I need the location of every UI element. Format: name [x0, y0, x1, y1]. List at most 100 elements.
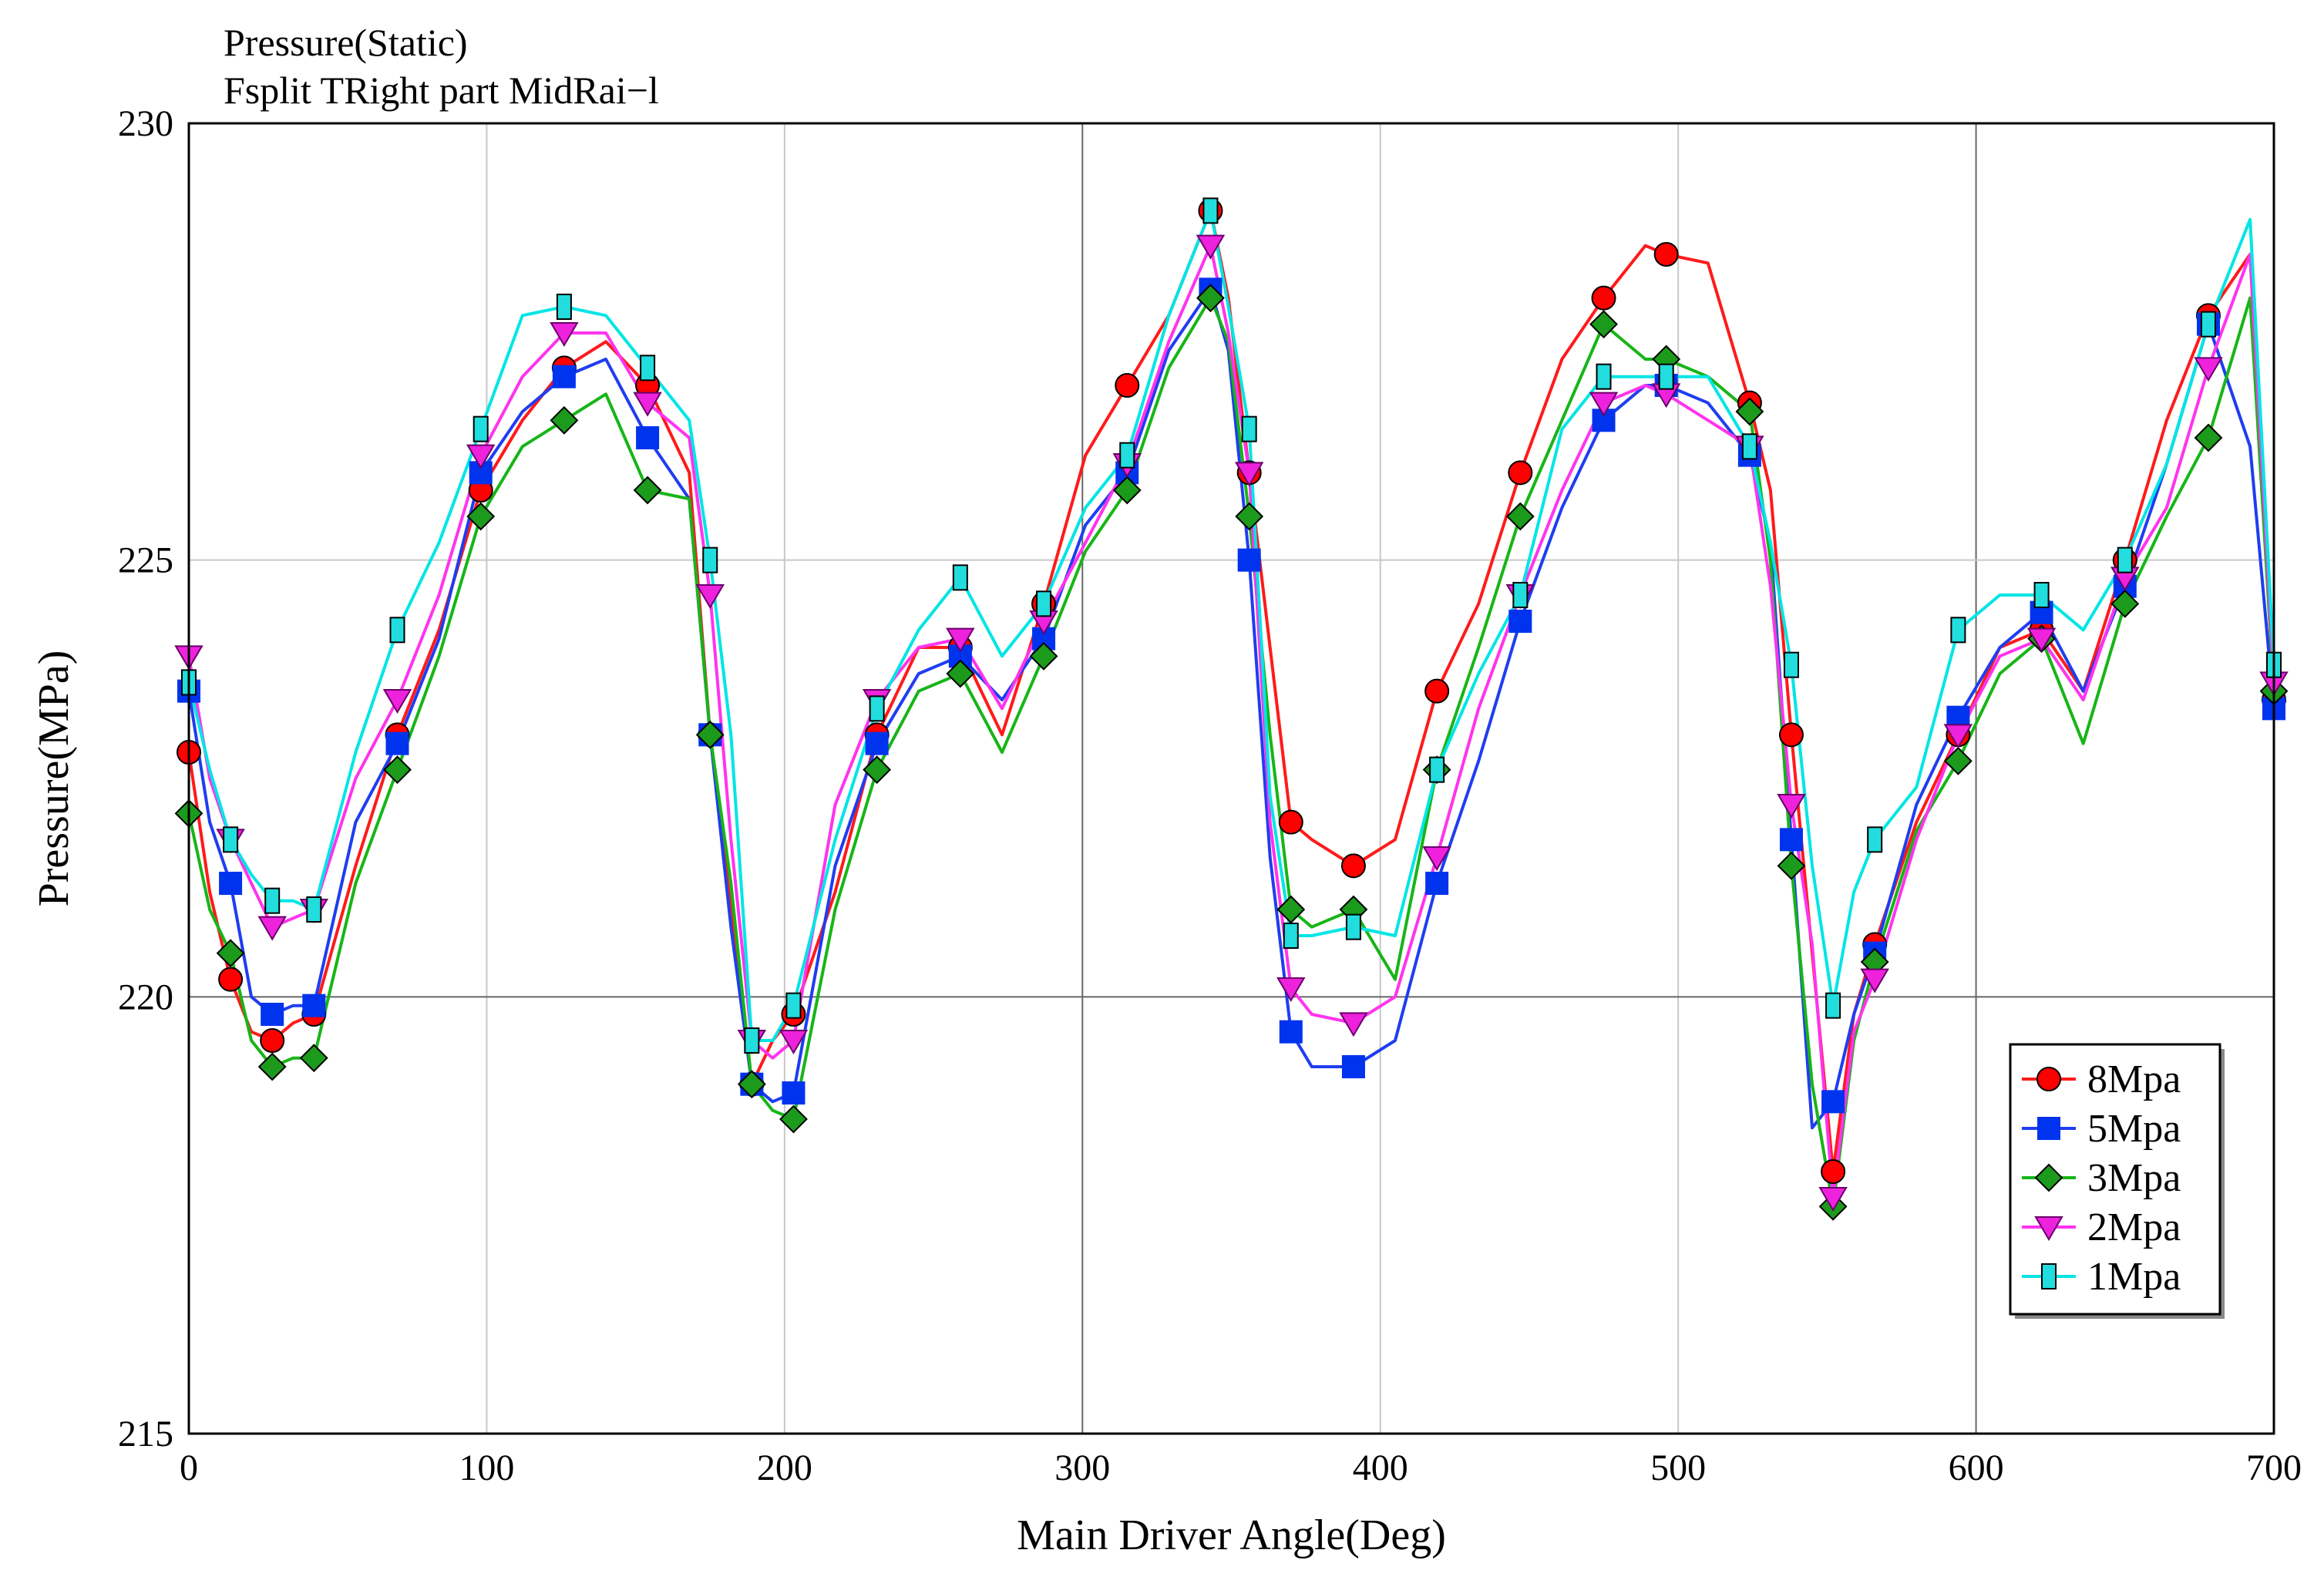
x-tick-label: 0 — [180, 1447, 198, 1488]
data-point-1Mpa — [223, 826, 239, 853]
data-point-3Mpa — [1589, 310, 1618, 339]
data-point-1Mpa — [556, 294, 572, 320]
data-point-3Mpa — [695, 720, 725, 749]
data-point-1Mpa — [785, 992, 802, 1019]
y-tick-label: 220 — [118, 977, 173, 1017]
data-point-2Mpa — [2026, 627, 2057, 653]
data-point-2Mpa — [1589, 392, 1619, 417]
data-point-2Mpa — [1196, 234, 1226, 260]
data-point-5Mpa — [1779, 828, 1803, 852]
data-point-1Mpa — [1741, 433, 1757, 460]
legend-marker-3Mpa — [2034, 1163, 2063, 1192]
data-point-3Mpa — [1112, 476, 1142, 505]
data-point-1Mpa — [1867, 826, 1883, 853]
data-point-3Mpa — [550, 405, 579, 435]
data-point-1Mpa — [1825, 992, 1841, 1019]
legend-label-8Mpa: 8Mpa — [2087, 1057, 2181, 1101]
series-line-2Mpa — [187, 244, 2275, 1199]
data-point-3Mpa — [257, 1052, 287, 1081]
data-point-1Mpa — [702, 546, 718, 573]
data-point-3Mpa — [1505, 502, 1535, 531]
data-point-1Mpa — [744, 1027, 760, 1054]
data-point-8Mpa — [1653, 242, 1679, 267]
data-point-5Mpa — [636, 426, 660, 449]
data-point-1Mpa — [264, 887, 281, 914]
chart-subtitle: Fsplit TRight part MidRai−l — [224, 69, 659, 112]
data-point-3Mpa — [1235, 502, 1264, 531]
data-point-3Mpa — [737, 1070, 766, 1099]
data-point-3Mpa — [1943, 746, 1973, 775]
data-point-3Mpa — [466, 502, 496, 531]
data-point-1Mpa — [1596, 363, 1612, 390]
data-point-2Mpa — [1276, 977, 1306, 1002]
y-tick-label: 230 — [118, 103, 173, 144]
legend-label-3Mpa: 3Mpa — [2087, 1156, 2181, 1200]
data-point-2Mpa — [779, 1030, 809, 1054]
data-point-2Mpa — [1339, 1012, 1368, 1037]
data-point-1Mpa — [1783, 651, 1799, 678]
data-point-2Mpa — [257, 916, 287, 941]
data-point-8Mpa — [1424, 678, 1450, 704]
data-point-1Mpa — [1429, 756, 1445, 783]
data-point-2Mpa — [633, 392, 662, 417]
data-point-3Mpa — [946, 659, 975, 688]
data-point-2Mpa — [1422, 846, 1451, 871]
data-point-8Mpa — [1778, 722, 1804, 748]
data-point-1Mpa — [1512, 582, 1529, 608]
data-point-3Mpa — [1029, 641, 1058, 671]
grid — [189, 123, 2274, 1434]
data-point-3Mpa — [2194, 423, 2223, 452]
chart-title: Pressure(Static) — [224, 21, 468, 64]
data-point-2Mpa — [695, 584, 725, 609]
data-point-5Mpa — [1279, 1020, 1303, 1044]
data-point-5Mpa — [219, 872, 243, 895]
data-point-2Mpa — [946, 627, 975, 653]
data-point-1Mpa — [1036, 590, 1052, 617]
x-tick-label: 500 — [1650, 1447, 1706, 1488]
data-point-2Mpa — [1860, 968, 1889, 994]
data-point-1Mpa — [869, 695, 885, 722]
data-point-8Mpa — [1278, 809, 1303, 835]
x-tick-label: 700 — [2246, 1447, 2302, 1488]
legend: 8Mpa 5Mpa 3Mpa 2Mpa 1Mpa — [2009, 1043, 2225, 1319]
legend-marker-5Mpa — [2037, 1117, 2060, 1140]
x-axis-label: Main Driver Angle(Deg) — [1017, 1511, 1446, 1559]
data-point-2Mpa — [382, 689, 412, 714]
data-point-3Mpa — [779, 1105, 808, 1134]
data-point-1Mpa — [1345, 913, 1361, 940]
legend-label-1Mpa: 1Mpa — [2087, 1255, 2181, 1299]
data-point-2Mpa — [550, 322, 579, 347]
data-point-5Mpa — [302, 994, 326, 1017]
data-point-1Mpa — [1950, 617, 1966, 644]
x-tick-label: 400 — [1353, 1447, 1408, 1488]
data-point-3Mpa — [1196, 284, 1225, 313]
data-point-2Mpa — [1234, 462, 1264, 487]
data-point-1Mpa — [1119, 442, 1135, 469]
data-point-3Mpa — [1735, 397, 1764, 426]
data-point-5Mpa — [261, 1003, 284, 1026]
data-point-8Mpa — [1508, 460, 1533, 486]
data-point-1Mpa — [1283, 923, 1299, 949]
data-point-1Mpa — [1658, 363, 1674, 390]
data-point-8Mpa — [1591, 285, 1616, 311]
data-point-3Mpa — [633, 476, 662, 505]
data-point-1Mpa — [952, 564, 968, 591]
data-point-3Mpa — [383, 755, 412, 785]
data-point-1Mpa — [389, 617, 405, 644]
data-point-3Mpa — [299, 1044, 328, 1073]
x-tick-label: 600 — [1949, 1447, 2004, 1488]
x-tick-label: 300 — [1054, 1447, 1110, 1488]
plot-frame — [187, 122, 2275, 1435]
y-tick-label: 225 — [118, 540, 173, 581]
data-point-1Mpa — [1202, 197, 1219, 224]
legend-marker-1Mpa — [2041, 1263, 2057, 1289]
data-point-1Mpa — [2033, 582, 2050, 608]
data-point-3Mpa — [863, 755, 892, 785]
y-axis-label: Pressure(MPa) — [30, 651, 78, 907]
data-point-5Mpa — [385, 731, 409, 755]
legend-label-5Mpa: 5Mpa — [2087, 1107, 2181, 1151]
x-tick-label: 100 — [459, 1447, 514, 1488]
tick-labels: 0 100 200 300 400 500 600 700 215 220 225 230 — [118, 103, 2302, 1488]
data-point-3Mpa — [1777, 851, 1806, 880]
